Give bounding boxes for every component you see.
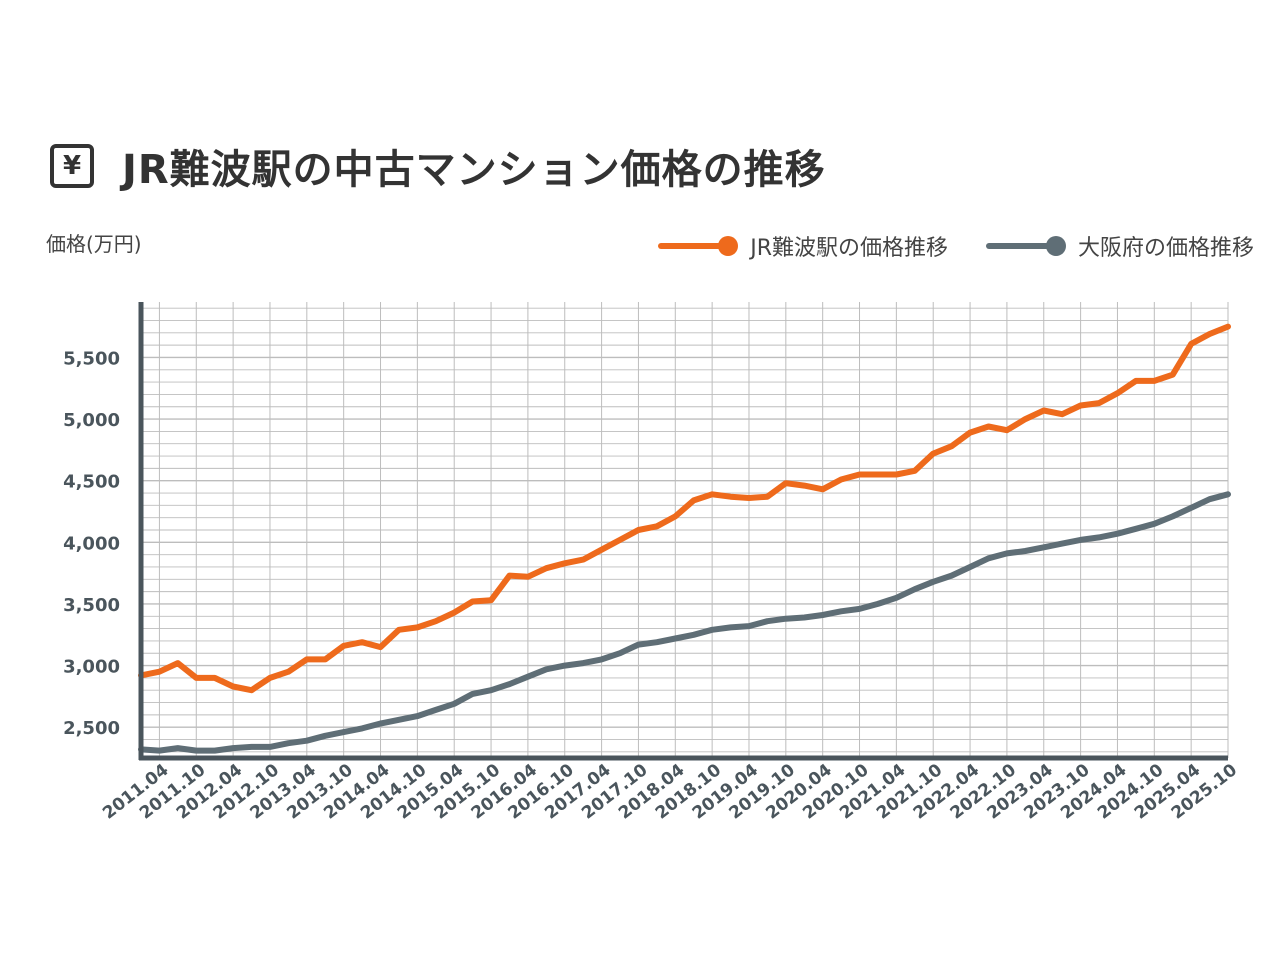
legend-swatch-osaka [985, 236, 1066, 256]
legend-dot-namba [718, 236, 739, 256]
legend-item-namba: JR難波駅の価格推移 [658, 230, 948, 262]
y-axis-unit-label: 価格(万円) [46, 232, 142, 256]
series-line-namba [138, 323, 1231, 694]
y-tick-label: 4,000 [63, 533, 120, 554]
y-tick-label: 4,500 [63, 472, 120, 493]
legend-item-osaka: 大阪府の価格推移 [985, 230, 1254, 262]
y-tick-label: 3,000 [63, 657, 120, 678]
legend-dot-osaka [1045, 236, 1066, 256]
y-tick-label: 3,500 [63, 595, 120, 616]
legend-label-osaka: 大阪府の価格推移 [1077, 236, 1254, 261]
legend: JR難波駅の価格推移 大阪府の価格推移 [620, 230, 1254, 262]
y-tick-label: 5,000 [63, 410, 120, 431]
legend-label-namba: JR難波駅の価格推移 [750, 236, 948, 261]
series-line-osaka [138, 491, 1231, 754]
y-tick-label: 2,500 [63, 718, 120, 739]
y-tick-label: 5,500 [63, 348, 120, 369]
title-row: ¥ JR難波駅の中古マンション価格の推移 [50, 138, 826, 194]
chart-title: JR難波駅の中古マンション価格の推移 [122, 147, 826, 193]
yen-icon: ¥ [50, 144, 94, 188]
legend-swatch-namba [658, 236, 739, 256]
